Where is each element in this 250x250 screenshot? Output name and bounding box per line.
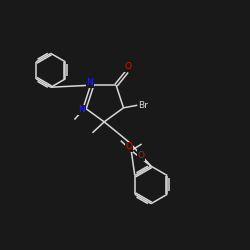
- Text: O: O: [126, 142, 132, 151]
- Text: N: N: [78, 106, 85, 114]
- Text: O: O: [125, 62, 132, 72]
- Text: Br: Br: [138, 101, 148, 110]
- Text: N: N: [86, 78, 93, 87]
- Text: O: O: [137, 151, 144, 160]
